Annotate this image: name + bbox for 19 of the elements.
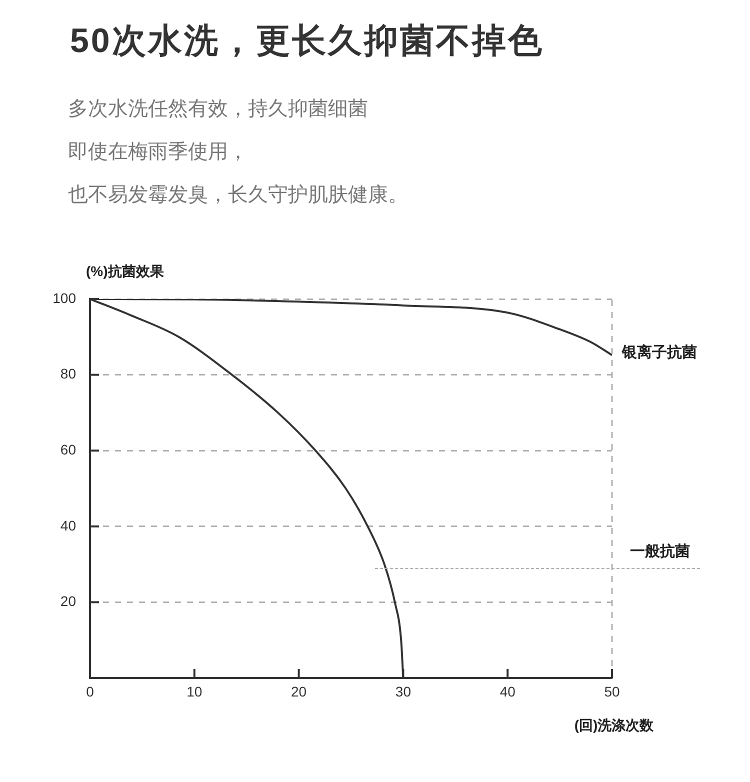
y-tick-label: 80 [60,366,76,382]
text: 即使在梅雨季使用， [68,140,249,165]
y-axis-title: (%)抗菌效果 [86,262,165,279]
y-tick-label: 20 [60,593,76,610]
text: 也不易发霉发臭，长久守护肌肤健康。 [68,183,408,208]
x-tick-label: 30 [395,683,412,700]
y-tick-label: 60 [60,441,76,458]
x-tick-label: 20 [291,683,307,700]
chart-subtitle: 多次水洗任然有效，持久抑菌细菌 [68,97,369,122]
x-tick-label: 50 [604,683,620,700]
x-tick-label: 40 [500,683,516,700]
y-tick-label: 40 [60,517,76,534]
y-tick-label: 100 [52,290,76,306]
x-axis-title: (回)洗涤次数 [574,716,655,733]
text: 一般抗菌 [630,543,690,560]
chart-title: 50次水洗，更长久抑菌不掉色 [70,21,544,62]
x-tick-label: 0 [86,683,94,700]
x-tick-label: 10 [186,683,202,700]
series-label: 银离子抗菌 [621,343,697,362]
